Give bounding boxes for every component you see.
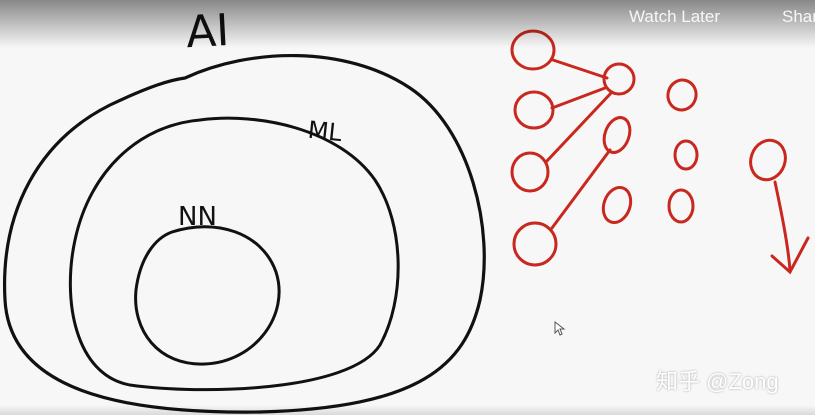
ml-middle-loop — [68, 116, 400, 392]
ml-label: ML — [306, 116, 343, 147]
ai-outer-loop — [2, 54, 486, 414]
hidden2-node-1 — [666, 78, 698, 112]
hidden1-node-2 — [602, 116, 632, 154]
input-node-4 — [512, 221, 558, 267]
input-node-1 — [510, 29, 556, 71]
video-title-strip — [0, 0, 560, 8]
zhihu-watermark: 知乎 @Zong — [656, 369, 779, 394]
edge-in2-h1 — [550, 86, 607, 110]
neural-network-sketch — [510, 29, 810, 275]
watch-later-button[interactable]: Watch Later — [629, 7, 721, 26]
edge-in1-h1 — [551, 58, 609, 80]
hidden1-node-1 — [602, 62, 636, 96]
nn-label: NN — [178, 202, 217, 232]
input-node-3 — [510, 151, 550, 193]
edge-in4-h2 — [550, 148, 612, 230]
hidden1-node-3 — [601, 186, 633, 224]
nn-inner-loop — [134, 225, 281, 366]
down-arrow-shaft — [773, 180, 792, 272]
output-node — [749, 138, 787, 182]
hidden2-node-2 — [673, 139, 699, 171]
hidden2-node-3 — [667, 188, 695, 224]
share-button[interactable]: Share — [782, 7, 815, 26]
input-node-2 — [513, 90, 555, 130]
ai-label: AI — [185, 5, 231, 58]
cursor-icon — [554, 320, 566, 336]
down-arrow-head — [770, 236, 810, 275]
edge-in3-h1 — [544, 90, 614, 164]
